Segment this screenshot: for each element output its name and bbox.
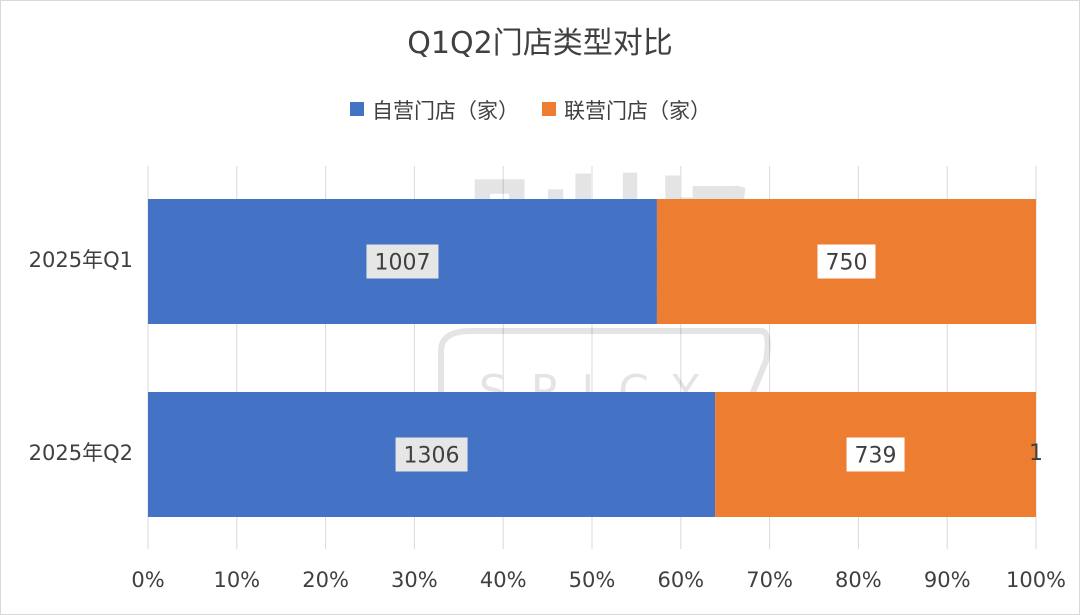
- chart-title: Q1Q2门店类型对比: [407, 26, 672, 61]
- x-tick-label: 80%: [835, 568, 882, 592]
- x-tick-label: 60%: [657, 568, 704, 592]
- x-tick-label: 0%: [131, 568, 164, 592]
- data-label: 739: [855, 444, 897, 469]
- legend-swatch-joint-operated: [542, 102, 556, 116]
- x-tick-label: 50%: [569, 568, 616, 592]
- x-axis-ticks: 0% 10% 20% 30% 40% 50% 60% 70% 80% 90% 100%: [131, 568, 1066, 592]
- legend: 自营门店（家） 联营门店（家）: [350, 99, 711, 123]
- x-tick-label: 10%: [213, 568, 260, 592]
- data-label-box: [846, 437, 905, 472]
- x-tick-label: 100%: [1006, 568, 1066, 592]
- data-label: 750: [825, 251, 867, 276]
- data-label-box: [817, 244, 876, 279]
- x-tick-label: 70%: [746, 568, 793, 592]
- data-label: 1306: [404, 444, 460, 469]
- data-label-box: [366, 244, 439, 279]
- legend-label-self-operated: 自营门店（家）: [372, 99, 519, 123]
- legend-swatch-self-operated: [350, 102, 364, 116]
- stray-label: 1: [1029, 441, 1043, 466]
- x-tick-label: 20%: [302, 568, 349, 592]
- x-tick-label: 40%: [480, 568, 527, 592]
- data-labels: 1007 750 1306 739: [366, 244, 905, 472]
- legend-label-joint-operated: 联营门店（家）: [564, 99, 711, 123]
- data-label: 1007: [374, 251, 430, 276]
- category-label-q2: 2025年Q2: [29, 441, 133, 465]
- x-tick-label: 30%: [391, 568, 438, 592]
- x-tick-label: 90%: [924, 568, 971, 592]
- category-label-q1: 2025年Q1: [29, 248, 133, 272]
- data-label-box: [395, 437, 468, 472]
- bars: [148, 199, 1036, 517]
